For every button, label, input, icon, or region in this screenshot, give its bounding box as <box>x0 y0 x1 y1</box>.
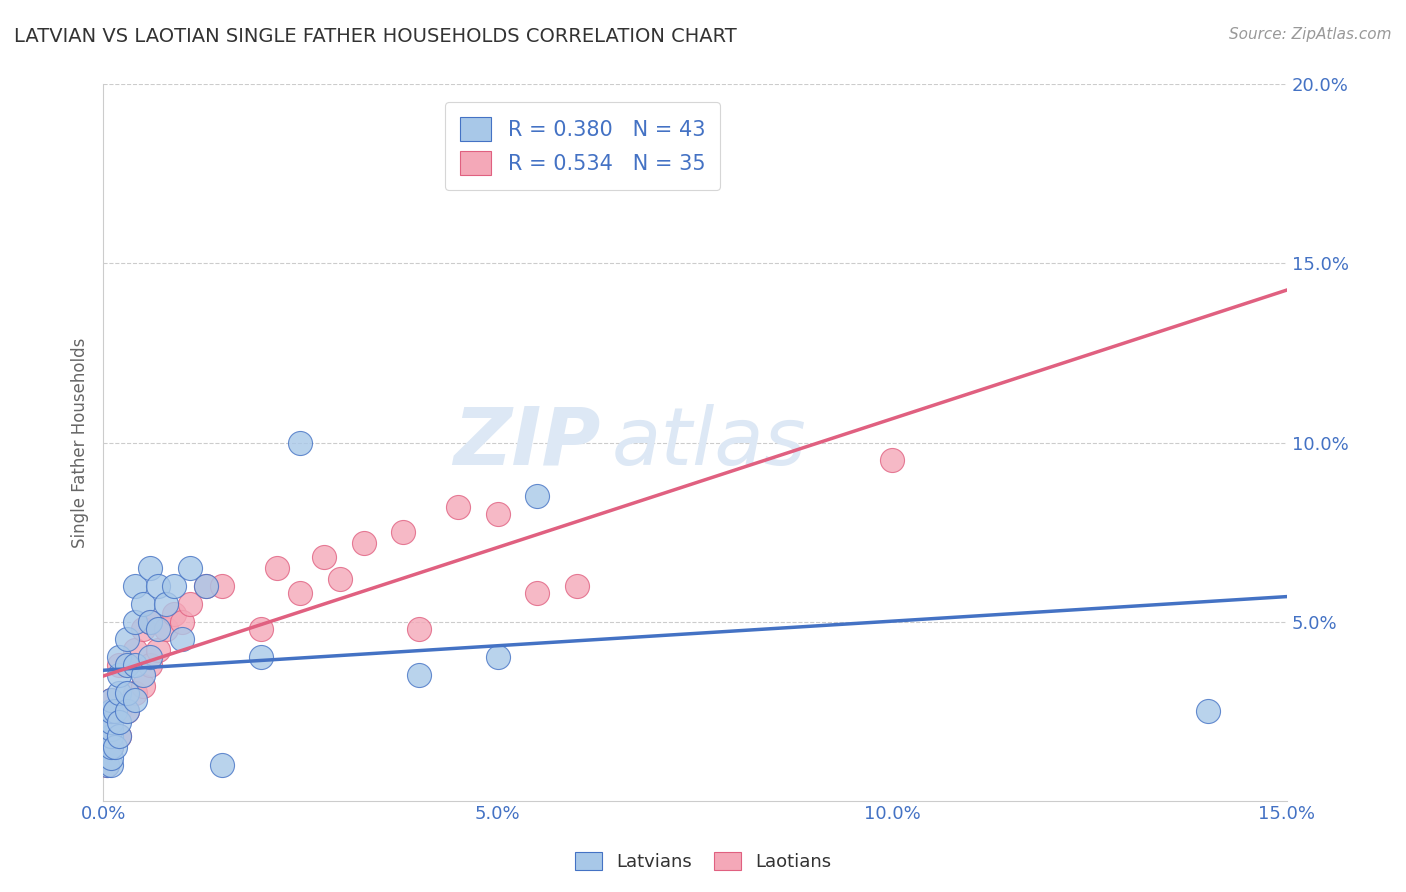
Point <box>139 657 162 672</box>
Point <box>486 507 509 521</box>
Text: Source: ZipAtlas.com: Source: ZipAtlas.com <box>1229 27 1392 42</box>
Point <box>170 615 193 629</box>
Point <box>194 579 217 593</box>
Point <box>131 597 153 611</box>
Point <box>250 650 273 665</box>
Point <box>170 632 193 647</box>
Point <box>104 704 127 718</box>
Point <box>100 722 122 736</box>
Point <box>565 579 588 593</box>
Point <box>486 650 509 665</box>
Text: atlas: atlas <box>612 403 807 482</box>
Point <box>100 757 122 772</box>
Point <box>131 668 153 682</box>
Point <box>108 657 131 672</box>
Text: ZIP: ZIP <box>453 403 600 482</box>
Point <box>131 679 153 693</box>
Point <box>1197 704 1219 718</box>
Point <box>329 572 352 586</box>
Point <box>139 615 162 629</box>
Point <box>139 561 162 575</box>
Point <box>408 622 430 636</box>
Point <box>526 586 548 600</box>
Point <box>100 704 122 718</box>
Point <box>408 668 430 682</box>
Point <box>100 693 122 707</box>
Point <box>124 693 146 707</box>
Point <box>100 729 122 743</box>
Point <box>314 550 336 565</box>
Point <box>211 757 233 772</box>
Point <box>139 615 162 629</box>
Point <box>115 704 138 718</box>
Point <box>163 607 186 622</box>
Point <box>100 693 122 707</box>
Point <box>124 615 146 629</box>
Point <box>179 597 201 611</box>
Point <box>526 489 548 503</box>
Point <box>882 453 904 467</box>
Point <box>124 686 146 700</box>
Point <box>108 686 131 700</box>
Point <box>100 750 122 764</box>
Point <box>115 657 138 672</box>
Point <box>124 657 146 672</box>
Point <box>100 739 122 754</box>
Point <box>447 500 470 514</box>
Point <box>108 729 131 743</box>
Legend: Latvians, Laotians: Latvians, Laotians <box>568 845 838 879</box>
Point <box>108 704 131 718</box>
Point <box>96 757 118 772</box>
Point <box>139 650 162 665</box>
Point <box>155 622 177 636</box>
Point <box>115 704 138 718</box>
Point <box>148 643 170 657</box>
Point <box>148 579 170 593</box>
Point <box>290 435 312 450</box>
Point <box>115 632 138 647</box>
Y-axis label: Single Father Households: Single Father Households <box>72 337 89 548</box>
Point <box>211 579 233 593</box>
Text: LATVIAN VS LAOTIAN SINGLE FATHER HOUSEHOLDS CORRELATION CHART: LATVIAN VS LAOTIAN SINGLE FATHER HOUSEHO… <box>14 27 737 45</box>
Point <box>108 714 131 729</box>
Point <box>148 622 170 636</box>
Point <box>108 668 131 682</box>
Point <box>163 579 186 593</box>
Point <box>124 643 146 657</box>
Point <box>155 597 177 611</box>
Point <box>100 739 122 754</box>
Point <box>115 686 138 700</box>
Point <box>115 657 138 672</box>
Legend: R = 0.380   N = 43, R = 0.534   N = 35: R = 0.380 N = 43, R = 0.534 N = 35 <box>446 102 720 190</box>
Point <box>266 561 288 575</box>
Point <box>108 729 131 743</box>
Point <box>100 714 122 729</box>
Point <box>100 722 122 736</box>
Point <box>131 622 153 636</box>
Point <box>392 524 415 539</box>
Point <box>124 579 146 593</box>
Point <box>290 586 312 600</box>
Point <box>108 650 131 665</box>
Point <box>96 757 118 772</box>
Point <box>104 739 127 754</box>
Point <box>250 622 273 636</box>
Point <box>179 561 201 575</box>
Point <box>353 536 375 550</box>
Point <box>194 579 217 593</box>
